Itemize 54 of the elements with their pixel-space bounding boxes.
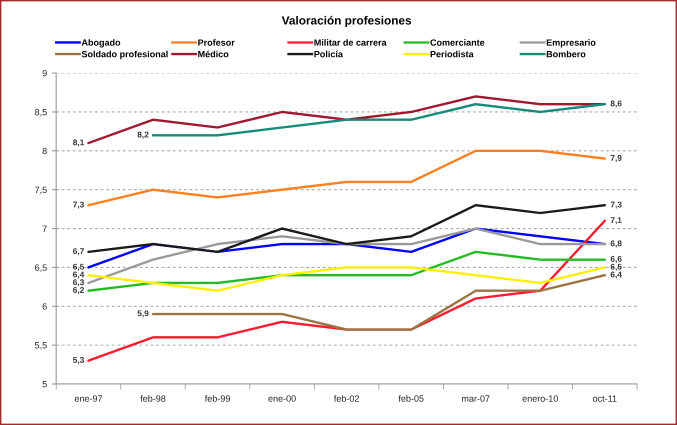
y-tick-label: 7 [42, 226, 47, 232]
data-label: 8,1 [72, 139, 84, 146]
x-tick-label: mar-07 [462, 395, 490, 402]
data-label: 7,3 [73, 202, 84, 209]
legend-label: Bombero [546, 50, 586, 58]
legend-label: Médico [198, 50, 228, 58]
y-tick-label: 6,5 [35, 264, 47, 272]
x-tick-label: feb-98 [140, 395, 166, 402]
data-label: 6,5 [610, 264, 622, 271]
legend-label: Periodista [430, 50, 474, 58]
y-tick-label: 8,5 [35, 108, 47, 116]
data-label: 6,4 [610, 272, 622, 279]
data-label: 6,5 [73, 264, 84, 271]
x-tick-label: feb-99 [204, 395, 230, 402]
x-tick-label: ene-97 [74, 395, 102, 402]
line-series [87, 266, 606, 292]
legend-label: Soldado profesional [82, 50, 168, 60]
x-tick-label: oct-11 [592, 395, 617, 402]
x-tick-label: enero-10 [522, 395, 558, 402]
legend-label: Empresario [546, 39, 596, 48]
data-label: 7,9 [610, 154, 622, 162]
line-series [152, 103, 606, 136]
y-tick-label: 5,5 [34, 342, 47, 350]
line-series [87, 250, 606, 292]
line-series [87, 150, 606, 206]
line-series [87, 227, 606, 284]
data-label: 6,8 [610, 240, 622, 248]
y-tick-label: 6 [42, 303, 47, 310]
chart-title: Valoración profesiones [282, 16, 412, 27]
data-label: 8,2 [138, 132, 149, 139]
y-tick-label: 8 [42, 148, 47, 154]
x-tick-label: ene-00 [268, 395, 296, 402]
legend-label: Profesor [198, 39, 235, 46]
legend-label: Militar de carrera [314, 39, 387, 46]
legend-label: Comerciante [430, 39, 484, 46]
y-tick-label: 5 [42, 381, 47, 388]
x-tick-label: feb-02 [334, 395, 359, 402]
y-tick-label: 7,5 [35, 186, 47, 194]
data-label: 6,3 [73, 279, 84, 286]
data-label: 7,1 [610, 217, 622, 224]
data-label: 6,2 [73, 287, 84, 294]
y-tick-label: 9 [42, 70, 47, 76]
line-series [87, 204, 606, 254]
x-tick-label: feb-05 [398, 395, 424, 402]
data-label: 7,3 [610, 202, 622, 209]
legend-label: Abogado [82, 39, 120, 48]
data-label: 5,9 [138, 310, 149, 318]
line-series [152, 274, 606, 331]
data-label: 6,4 [73, 272, 84, 279]
data-label: 6,6 [610, 256, 622, 264]
data-label: 8,6 [610, 100, 622, 108]
legend-label: Policía [314, 50, 343, 58]
data-label: 6,7 [73, 248, 84, 256]
data-label: 5,3 [72, 357, 84, 364]
